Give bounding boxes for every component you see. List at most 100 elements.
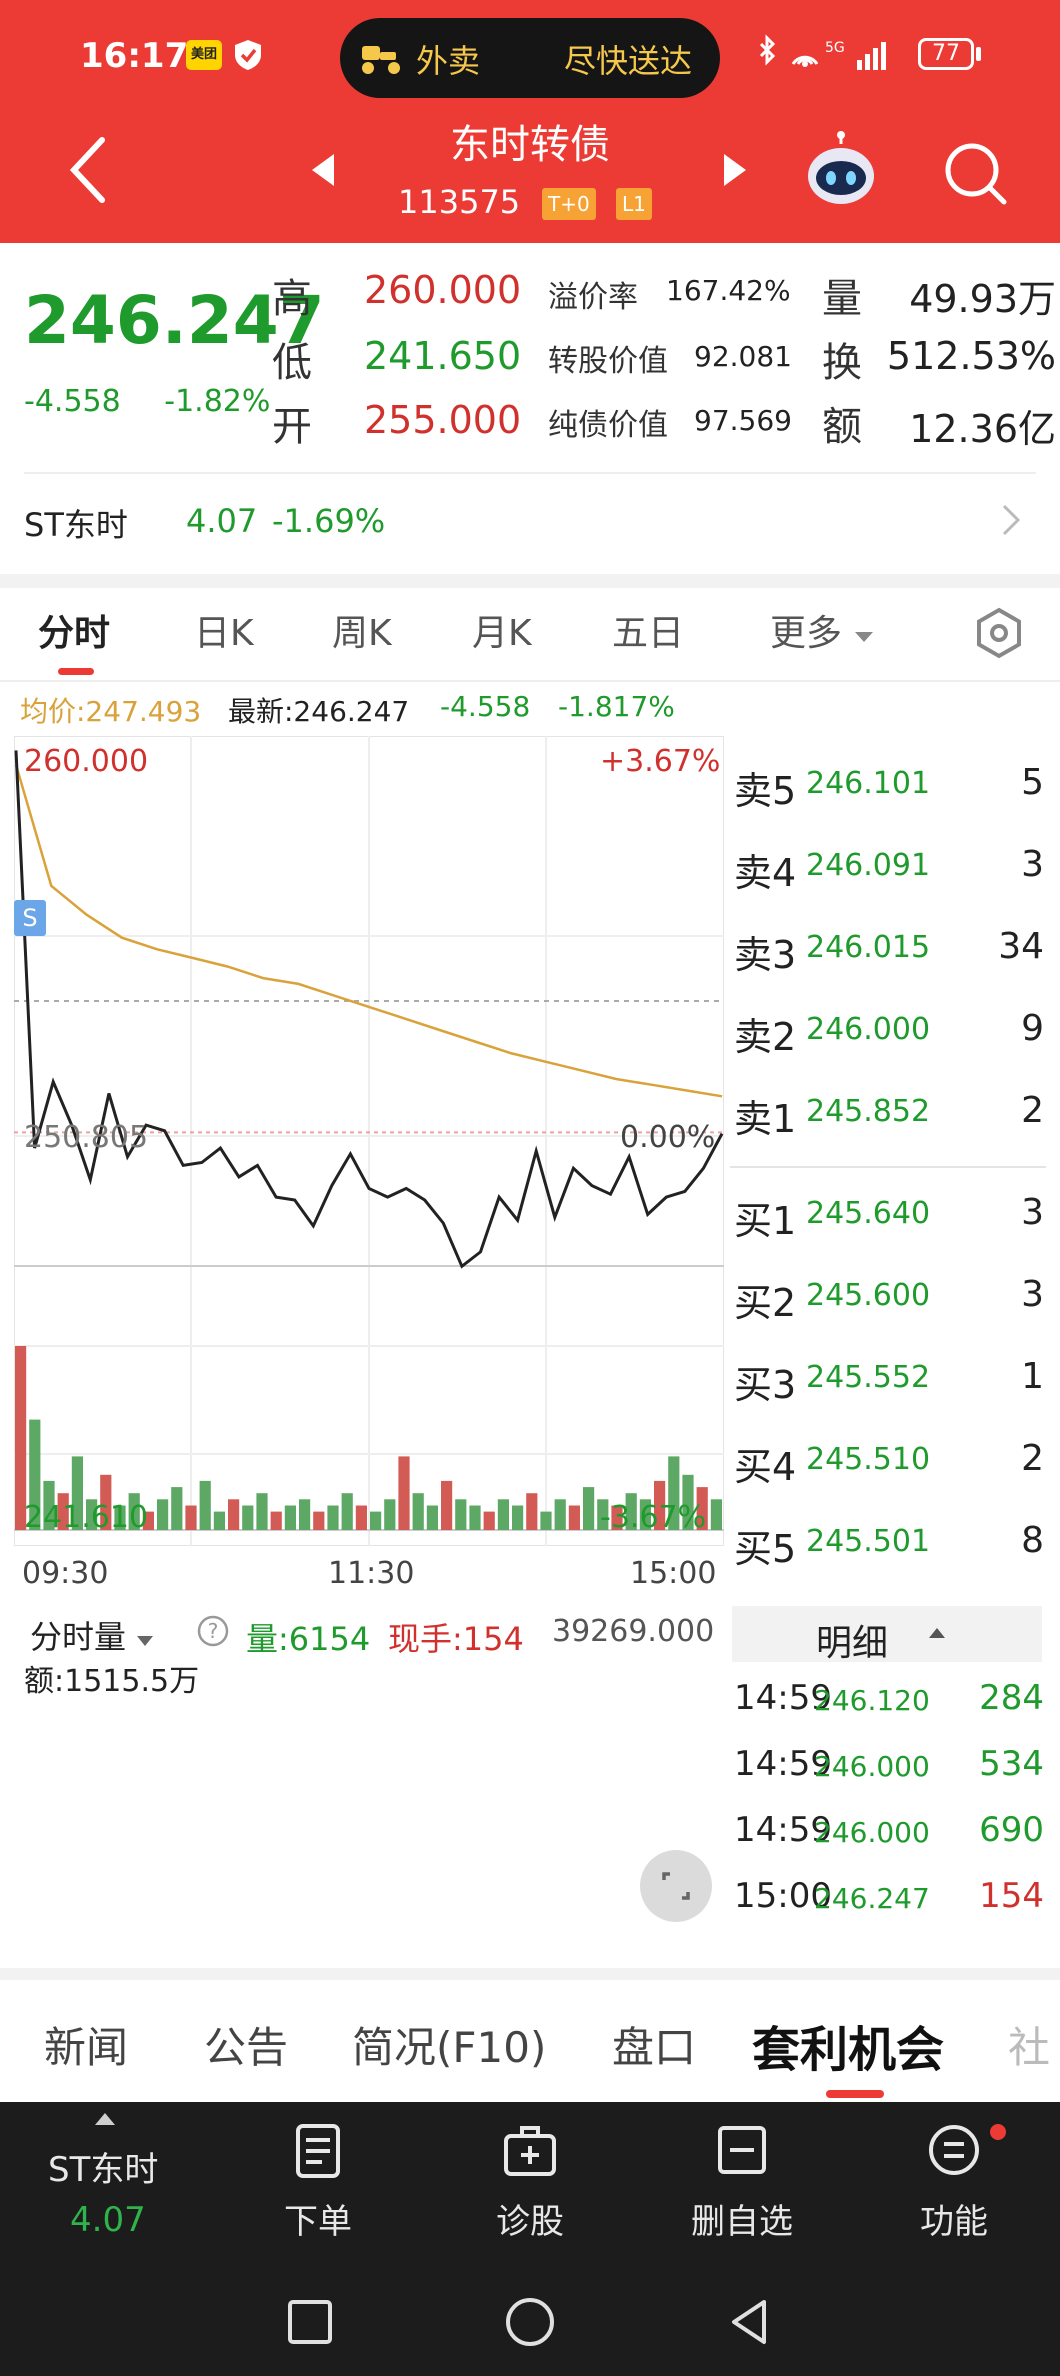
volume-bar	[142, 1511, 154, 1530]
tab-community[interactable]: 社	[1008, 2023, 1051, 2072]
signal-marker[interactable]: S	[14, 900, 46, 936]
bottom-nav: ST东时 4.07 下单 诊股 删自选 功能	[0, 2102, 1060, 2376]
high-value: 260.000	[364, 268, 522, 312]
level-quantity: 8	[1021, 1520, 1044, 1561]
high-label: 高	[272, 276, 312, 322]
intraday-chart[interactable]	[14, 736, 724, 1546]
volume-max: 39269.000	[552, 1614, 715, 1649]
level-price: 245.600	[806, 1278, 931, 1313]
tab-monthly-k[interactable]: 月K	[472, 613, 532, 654]
tab-active-indicator	[58, 668, 94, 675]
ask-level-row[interactable]: 卖4 246.091 3	[734, 824, 1044, 906]
nav-remove-watchlist[interactable]: 删自选	[672, 2122, 812, 2252]
level-price: 245.852	[806, 1094, 931, 1129]
bottom-stock-name[interactable]: ST东时	[48, 2150, 159, 2190]
status-icons: 5G	[759, 34, 886, 70]
volume-panel-title[interactable]: 分时量	[30, 1612, 154, 1658]
tab-five-day[interactable]: 五日	[612, 613, 685, 654]
chart-top-price: 260.000	[24, 744, 149, 779]
trade-detail-title: 明细	[816, 1623, 889, 1664]
chart-bottom-price: 241.610	[24, 1500, 149, 1535]
tab-more[interactable]: 更多	[770, 604, 875, 656]
scooter-icon	[362, 46, 400, 74]
nav-place-order[interactable]: 下单	[248, 2122, 388, 2252]
section-divider	[0, 1968, 1060, 1980]
delivery-pill[interactable]: 外卖 尽快送达	[340, 18, 720, 98]
diagnose-kit-icon	[504, 2126, 556, 2176]
level-quantity: 2	[1021, 1438, 1044, 1479]
nav-remove-watchlist-label: 删自选	[691, 2202, 793, 2242]
level-label: 卖1	[734, 1097, 797, 1141]
chart-bottom-percent: -3.67%	[600, 1500, 707, 1535]
ask-level-row[interactable]: 卖3 246.015 34	[734, 906, 1044, 988]
volume-bar	[611, 1505, 623, 1530]
level-label: 卖2	[734, 1015, 797, 1059]
recent-apps-icon[interactable]	[282, 2294, 338, 2350]
tab-f10-profile[interactable]: 简况(F10)	[352, 2023, 547, 2072]
expand-chart-button[interactable]	[640, 1850, 712, 1922]
tab-intraday[interactable]: 分时	[38, 613, 111, 654]
legend-change: -4.558	[440, 690, 531, 723]
home-icon[interactable]	[502, 2294, 558, 2350]
level-price: 245.640	[806, 1196, 931, 1231]
nav-functions-label: 功能	[920, 2202, 988, 2242]
bid-level-row[interactable]: 买1 245.640 3	[734, 1172, 1044, 1254]
tab-daily-k[interactable]: 日K	[194, 613, 254, 654]
trade-quantity: 690	[979, 1810, 1044, 1850]
underlying-stock-row[interactable]	[24, 472, 1036, 572]
trade-quantity: 284	[979, 1678, 1044, 1718]
ai-assistant-icon[interactable]	[800, 130, 882, 212]
chart-reference-price: 250.805	[24, 1120, 149, 1155]
trade-detail-header[interactable]: 明细	[732, 1606, 1042, 1664]
menu-circle-icon	[929, 2125, 979, 2175]
tab-weekly-k[interactable]: 周K	[332, 613, 392, 654]
trade-time: 14:59	[734, 1810, 832, 1850]
caret-up-icon[interactable]	[94, 2112, 116, 2126]
tab-announcements[interactable]: 公告	[204, 2023, 289, 2072]
bid-level-row[interactable]: 买5 245.501 8	[734, 1500, 1044, 1582]
tab-more-label: 更多	[770, 613, 843, 654]
volume-bar	[100, 1474, 112, 1530]
change-percent: -1.82%	[164, 384, 271, 419]
back-triangle-icon[interactable]	[722, 2294, 778, 2350]
help-icon[interactable]: ?	[196, 1614, 230, 1648]
volume-bar	[86, 1499, 98, 1530]
next-security-icon[interactable]	[720, 152, 750, 188]
volume-bar	[583, 1487, 595, 1530]
settings-hexagon-icon[interactable]	[972, 606, 1026, 660]
underlying-stock-name[interactable]: ST东时	[24, 506, 128, 544]
bid-level-row[interactable]: 买3 245.552 1	[734, 1336, 1044, 1418]
legend-change-pct: -1.817%	[558, 690, 675, 723]
volume-bar	[299, 1499, 311, 1530]
security-title: 东时转债	[450, 122, 610, 168]
volume-bar	[398, 1456, 410, 1530]
volume-bar	[625, 1493, 637, 1530]
search-icon[interactable]	[942, 140, 1008, 206]
ask-level-row[interactable]: 卖1 245.852 2	[734, 1070, 1044, 1152]
nav-diagnose-stock[interactable]: 诊股	[460, 2122, 600, 2252]
level-price: 246.015	[806, 930, 931, 965]
open-label: 开	[272, 404, 312, 450]
ask-level-row[interactable]: 卖2 246.000 9	[734, 988, 1044, 1070]
tab-news[interactable]: 新闻	[44, 2023, 129, 2072]
chevron-right-icon[interactable]	[1000, 502, 1022, 538]
bid-level-row[interactable]: 买2 245.600 3	[734, 1254, 1044, 1336]
nav-functions[interactable]: 功能	[884, 2122, 1024, 2252]
last-price: 246.247	[24, 282, 325, 359]
level-label: 买5	[734, 1527, 797, 1571]
level-quantity: 9	[1021, 1008, 1044, 1049]
turnover-label: 换	[822, 340, 862, 386]
nav-diagnose-stock-label: 诊股	[496, 2202, 564, 2242]
trade-row: 14:59 246.000 534	[734, 1730, 1044, 1796]
level-label: 卖3	[734, 933, 797, 977]
volume-bar	[597, 1499, 609, 1530]
trade-time: 14:59	[734, 1744, 832, 1784]
bond-value: 97.569	[694, 404, 792, 437]
volume-bar	[57, 1493, 69, 1530]
back-chevron-icon[interactable]	[60, 130, 120, 210]
tab-arbitrage[interactable]: 套利机会	[752, 2022, 945, 2078]
bid-level-row[interactable]: 买4 245.510 2	[734, 1418, 1044, 1500]
tab-order-book[interactable]: 盘口	[612, 2023, 697, 2072]
ask-level-row[interactable]: 卖5 246.101 5	[734, 742, 1044, 824]
prev-security-icon[interactable]	[308, 152, 338, 188]
